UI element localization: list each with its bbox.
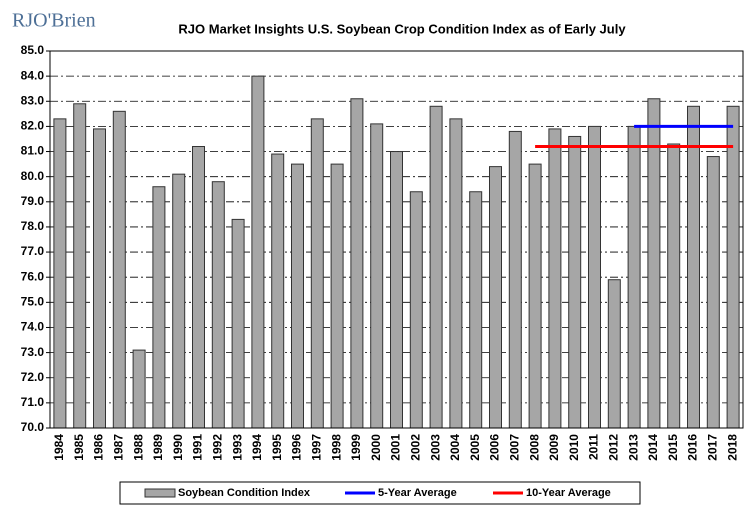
- x-tick-label: 1994: [250, 434, 264, 461]
- logo: RJO'Brien: [12, 10, 96, 32]
- legend-swatch: [144, 488, 176, 498]
- x-tick-label: 2014: [646, 434, 660, 461]
- bar: [548, 128, 562, 429]
- x-tick-label: 2004: [448, 434, 462, 461]
- x-tick-label: 1991: [191, 434, 205, 461]
- y-tick-label: 84.0: [21, 68, 45, 82]
- y-tick-label: 81.0: [21, 144, 45, 158]
- x-tick-label: 1998: [329, 434, 343, 461]
- bar: [271, 153, 285, 429]
- x-tick-label: 2012: [606, 434, 620, 461]
- legend-box: [119, 481, 641, 505]
- y-tick-label: 71.0: [21, 395, 45, 409]
- x-tick-label: 2008: [527, 434, 541, 461]
- x-tick-label: 1990: [171, 434, 185, 461]
- x-tick-label: 2017: [705, 434, 719, 461]
- y-tick-label: 76.0: [21, 269, 45, 283]
- legend-label: 5-Year Average: [378, 487, 457, 499]
- legend: Soybean Condition Index 5-Year Average 10-…: [119, 481, 641, 505]
- bar: [350, 98, 364, 429]
- bar: [726, 105, 740, 429]
- bar: [73, 103, 87, 429]
- bar: [706, 156, 720, 429]
- x-tick-label: 1988: [131, 434, 145, 461]
- y-tick-label: 78.0: [21, 219, 45, 233]
- bar: [508, 130, 522, 429]
- bar: [429, 105, 443, 429]
- x-tick-label: 1992: [210, 434, 224, 461]
- bar: [192, 146, 205, 429]
- x-tick-label: 2013: [626, 434, 640, 461]
- bar: [132, 349, 146, 429]
- bar: [370, 123, 384, 429]
- chart-title: RJO Market Insights U.S. Soybean Crop Co…: [178, 21, 626, 36]
- bar: [291, 163, 304, 429]
- bar: [469, 191, 483, 429]
- bar: [409, 191, 423, 429]
- bar: [172, 173, 186, 429]
- bar: [449, 118, 463, 429]
- x-tick-label: 1996: [290, 434, 304, 461]
- bar: [667, 143, 681, 429]
- x-tick-label: 1984: [52, 434, 66, 461]
- bar: [330, 163, 344, 429]
- x-tick-label: 2003: [428, 434, 442, 461]
- x-tick-label: 1985: [72, 434, 86, 461]
- y-tick-label: 82.0: [21, 119, 45, 133]
- bar: [528, 163, 542, 429]
- x-tick-label: 1989: [151, 434, 165, 461]
- x-tick-label: 1997: [309, 434, 323, 461]
- x-tick-label: 2016: [686, 434, 700, 461]
- x-tick-label: 2007: [507, 434, 521, 461]
- bar: [607, 279, 621, 429]
- bar: [152, 186, 166, 429]
- y-tick-label: 77.0: [21, 244, 45, 258]
- bar: [310, 118, 324, 429]
- bar: [687, 105, 700, 429]
- y-tick-label: 83.0: [21, 93, 45, 107]
- y-tick-label: 72.0: [21, 370, 45, 384]
- bar: [390, 151, 403, 429]
- x-tick-label: 2006: [488, 434, 502, 461]
- x-tick-label: 2010: [567, 434, 581, 461]
- bar: [251, 75, 265, 429]
- x-tick-label: 1986: [92, 434, 106, 461]
- y-tick-label: 85.0: [21, 43, 45, 57]
- x-tick-label: 1987: [111, 434, 125, 461]
- x-tick-label: 2018: [725, 434, 739, 461]
- bar: [647, 98, 661, 429]
- x-tick-label: 2005: [468, 434, 482, 461]
- bar: [627, 125, 641, 429]
- bar: [211, 181, 225, 429]
- bar: [112, 110, 126, 429]
- x-tick-label: 2011: [587, 434, 601, 460]
- x-tick-label: 2009: [547, 434, 561, 461]
- x-tick-label: 2002: [408, 434, 422, 461]
- y-tick-label: 75.0: [21, 295, 45, 309]
- x-tick-label: 1999: [349, 434, 363, 461]
- x-tick-label: 2001: [389, 434, 403, 461]
- legend-label: 10-Year Average: [526, 487, 611, 499]
- x-tick-label: 2000: [369, 434, 383, 461]
- bar: [588, 125, 601, 429]
- y-tick-label: 74.0: [21, 320, 45, 334]
- bar: [53, 118, 67, 429]
- x-tick-label: 1993: [230, 434, 244, 461]
- bar: [93, 128, 106, 429]
- bar: [231, 218, 245, 429]
- legend-label: Soybean Condition Index: [178, 487, 311, 499]
- y-tick-label: 70.0: [21, 420, 45, 434]
- y-tick-label: 80.0: [21, 169, 45, 183]
- bar: [489, 166, 502, 429]
- bar: [568, 135, 582, 429]
- y-tick-label: 79.0: [21, 194, 45, 208]
- y-tick-label: 73.0: [21, 345, 45, 359]
- x-tick-label: 2015: [666, 434, 680, 461]
- x-tick-label: 1995: [270, 434, 284, 461]
